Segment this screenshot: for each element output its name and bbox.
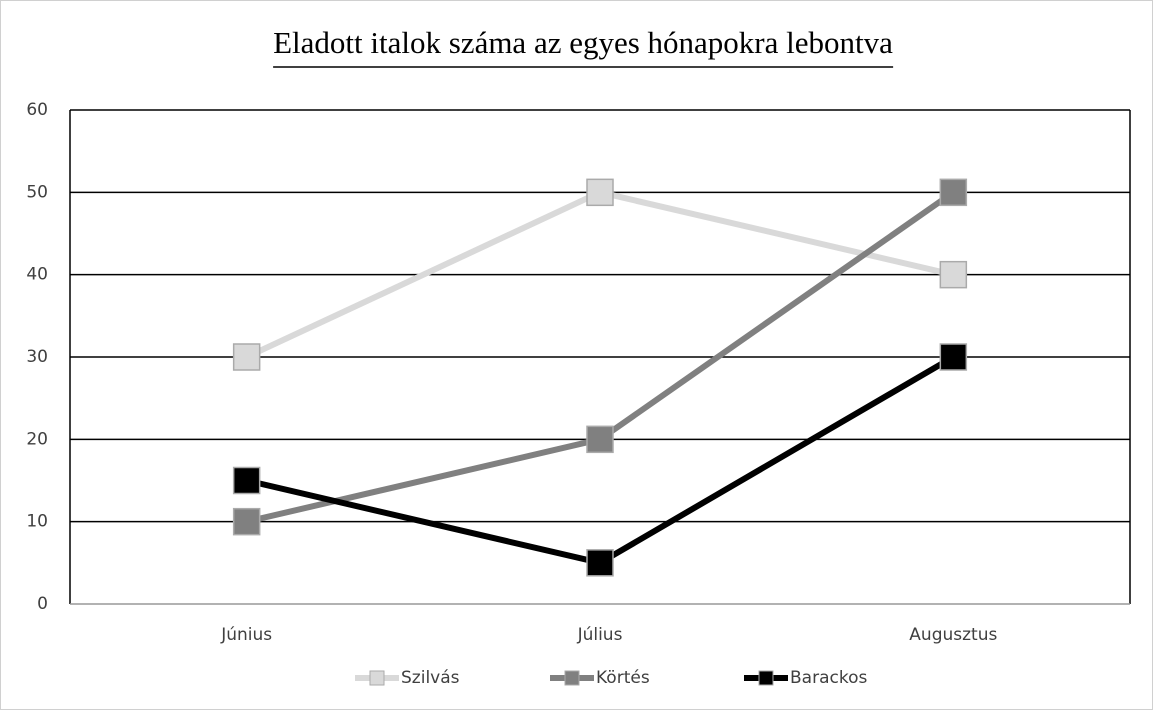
marker: [939, 260, 968, 289]
marker: [586, 425, 614, 454]
x-tick-label: Augusztus: [909, 625, 997, 645]
y-tick-label: 0: [37, 594, 48, 614]
legend-label: Körtés: [596, 668, 650, 688]
marker: [586, 178, 614, 207]
marker: [939, 178, 968, 207]
marker: [939, 343, 968, 371]
legend-label: Barackos: [790, 668, 867, 688]
x-tick-label: Június: [220, 625, 272, 645]
legend-marker: [564, 670, 580, 686]
marker: [232, 466, 261, 495]
y-tick-label: 20: [26, 429, 48, 449]
legend-marker: [369, 670, 385, 686]
marker: [232, 507, 261, 536]
legend-marker: [758, 670, 774, 686]
y-tick-label: 30: [26, 347, 48, 367]
x-tick-label: Július: [577, 625, 623, 645]
marker: [586, 549, 614, 577]
y-tick-label: 60: [26, 100, 48, 120]
legend-label: Szilvás: [401, 668, 460, 688]
y-tick-label: 40: [26, 265, 48, 285]
y-tick-label: 10: [26, 512, 48, 532]
marker: [232, 343, 261, 371]
chart-title: Eladott italok száma az egyes hónapokra …: [273, 25, 893, 60]
y-tick-label: 50: [26, 182, 48, 202]
